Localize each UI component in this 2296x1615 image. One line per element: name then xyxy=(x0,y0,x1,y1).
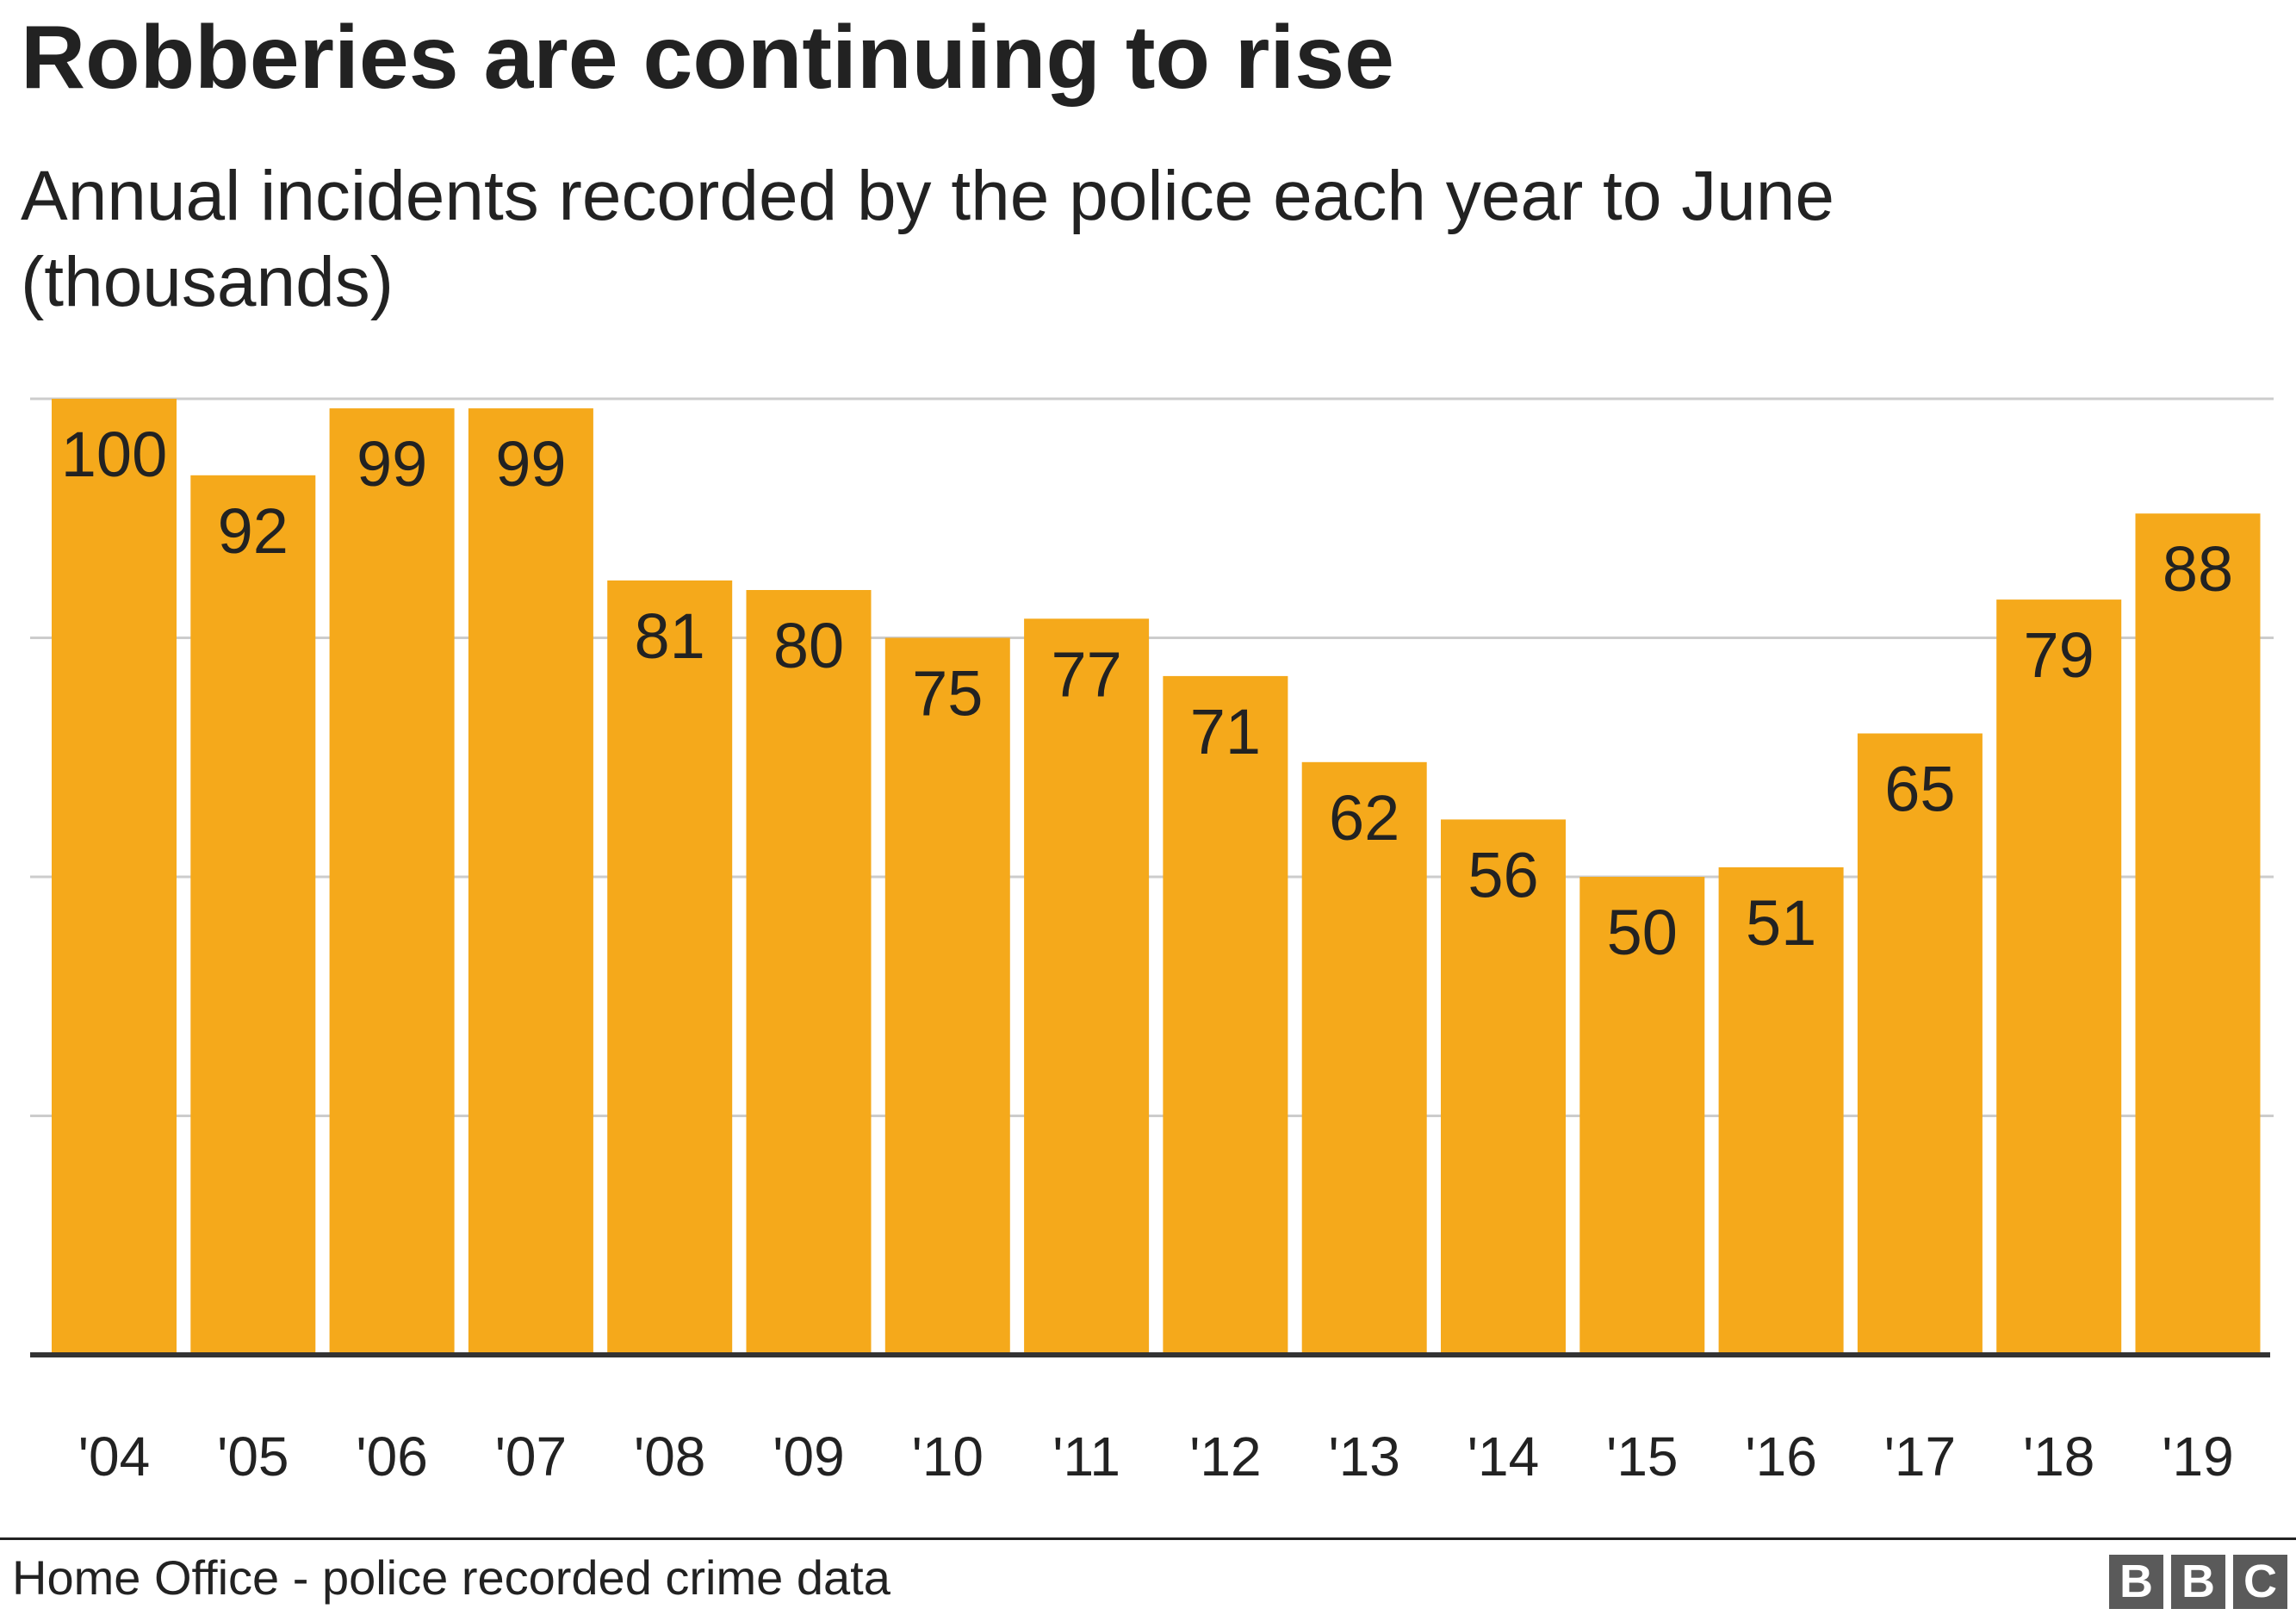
bar-8 xyxy=(1163,675,1288,1355)
x-tick-label-13: '17 xyxy=(1884,1426,1956,1488)
x-tick-label-11: '15 xyxy=(1606,1426,1678,1488)
chart-title: Robberies are continuing to rise xyxy=(21,8,1394,108)
x-tick-label-9: '13 xyxy=(1328,1426,1399,1488)
data-label-3: 99 xyxy=(495,428,566,500)
bar-14 xyxy=(1996,599,2122,1355)
bar-12 xyxy=(1718,867,1844,1355)
x-tick-label-8: '12 xyxy=(1189,1426,1261,1488)
data-label-5: 80 xyxy=(773,610,844,681)
bars xyxy=(52,399,2261,1356)
x-tick-label-14: '18 xyxy=(2023,1426,2094,1488)
bar-13 xyxy=(1857,733,1983,1355)
x-tick-label-12: '16 xyxy=(1745,1426,1816,1488)
bar-10 xyxy=(1441,819,1566,1355)
x-tick-label-4: '08 xyxy=(634,1426,705,1488)
x-tick-label-7: '11 xyxy=(1052,1426,1120,1488)
data-labels: 100 92 99 99 81 80 75 77 71 62 56 50 51 65 79 88 xyxy=(61,419,2233,968)
data-label-8: 71 xyxy=(1190,696,1261,767)
data-label-14: 79 xyxy=(2024,619,2094,691)
bar-0 xyxy=(52,399,177,1355)
x-axis-tick-labels: '04 '05 '06 '07 '08 '09 '10 '11 '12 '13 '14 '15 '16 '… xyxy=(78,1426,2234,1488)
data-label-0: 100 xyxy=(61,419,167,490)
data-label-6: 75 xyxy=(912,658,983,730)
logo-block-b1: B xyxy=(2109,1555,2163,1609)
bbc-logo: B B C xyxy=(2109,1555,2287,1609)
data-label-12: 51 xyxy=(1746,887,1816,959)
data-label-2: 99 xyxy=(357,428,427,500)
x-tick-label-2: '06 xyxy=(356,1426,427,1488)
data-label-10: 56 xyxy=(1468,839,1538,910)
data-label-15: 88 xyxy=(2163,533,2233,605)
footer-divider xyxy=(0,1537,2296,1540)
bar-3 xyxy=(468,408,593,1356)
bar-4 xyxy=(607,580,733,1355)
bar-9 xyxy=(1301,761,1427,1355)
bar-5 xyxy=(746,590,872,1355)
data-label-13: 65 xyxy=(1884,754,1955,825)
x-tick-label-6: '10 xyxy=(912,1426,984,1488)
data-label-7: 77 xyxy=(1051,638,1121,710)
x-tick-label-1: '05 xyxy=(217,1426,289,1488)
data-label-9: 62 xyxy=(1329,782,1399,854)
bar-1 xyxy=(190,475,316,1355)
bar-7 xyxy=(1024,618,1150,1355)
bar-15 xyxy=(2135,513,2261,1355)
logo-block-c: C xyxy=(2233,1555,2287,1609)
x-tick-label-10: '14 xyxy=(1468,1426,1539,1488)
bar-11 xyxy=(1579,877,1705,1355)
logo-block-b2: B xyxy=(2171,1555,2225,1609)
bar-6 xyxy=(884,637,1010,1355)
chart-subtitle: Annual incidents recorded by the police … xyxy=(21,157,1835,321)
x-tick-label-15: '19 xyxy=(2162,1426,2233,1488)
source-note: Home Office - police recorded crime data xyxy=(12,1550,890,1605)
data-label-4: 81 xyxy=(635,600,705,672)
bar-2 xyxy=(329,408,455,1356)
x-tick-label-3: '07 xyxy=(495,1426,567,1488)
data-label-1: 92 xyxy=(218,495,289,567)
x-tick-label-5: '09 xyxy=(773,1426,844,1488)
data-label-11: 50 xyxy=(1607,897,1678,968)
x-tick-label-0: '04 xyxy=(78,1426,150,1488)
